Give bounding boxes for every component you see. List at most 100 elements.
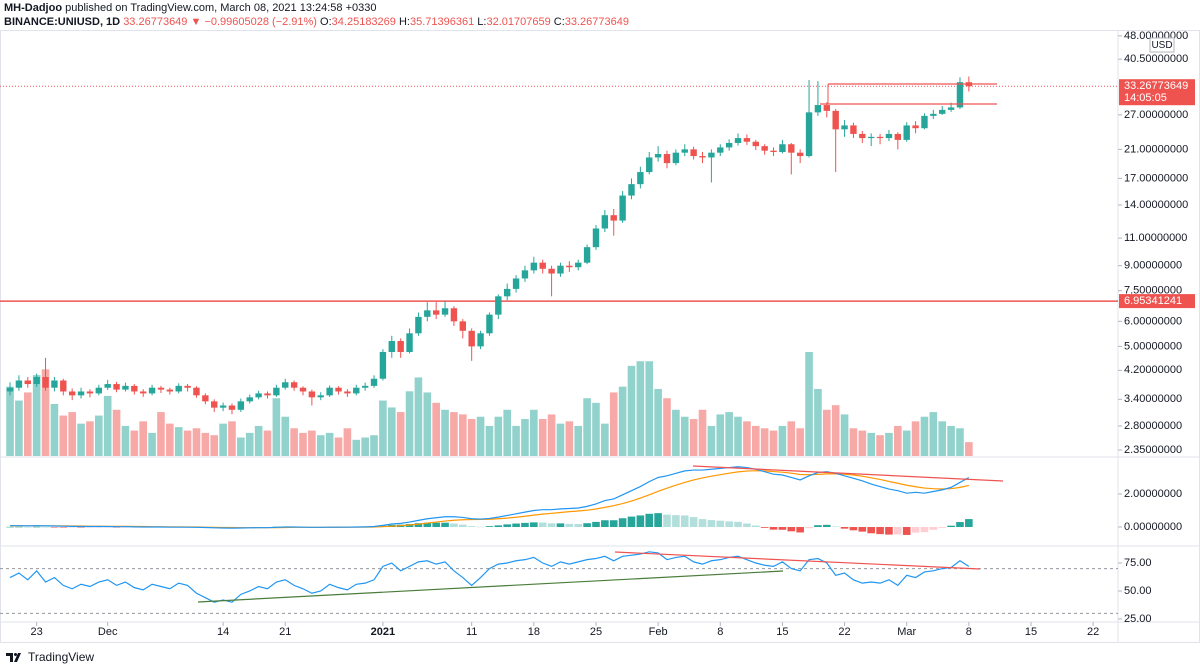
macd-histogram: [858, 527, 867, 532]
candle-body: [770, 150, 777, 153]
candle-body: [24, 380, 31, 385]
candle-body: [42, 377, 49, 388]
macd-histogram: [68, 527, 76, 528]
x-tick-label: 15: [776, 626, 788, 638]
volume-bar: [281, 416, 290, 456]
volume-bar: [672, 409, 680, 456]
macd-histogram: [654, 513, 662, 528]
candle-body: [583, 247, 591, 263]
y-tick-label: 17.00000000: [1124, 172, 1188, 184]
candle-body: [867, 136, 875, 139]
volume-bar: [272, 398, 281, 456]
last: 33.26773649: [123, 16, 188, 28]
candle-body: [796, 152, 804, 157]
macd-histogram: [565, 523, 574, 528]
macd-histogram: [751, 525, 760, 528]
y-tick-label: 3.40000000: [1124, 393, 1182, 405]
macd-histogram: [823, 524, 831, 528]
y-tick-label: 27.00000000: [1124, 109, 1188, 121]
volume-bar: [245, 432, 254, 456]
candle-body: [388, 340, 395, 352]
volume-bar: [902, 430, 911, 456]
candle-body: [672, 152, 680, 164]
candle-body: [299, 387, 307, 392]
candle-body: [761, 146, 768, 151]
macd-histogram: [583, 523, 591, 528]
candle-body: [246, 397, 253, 402]
volume-bar: [228, 421, 236, 456]
candle-body: [885, 133, 893, 139]
volume-bar: [361, 437, 369, 456]
candle-body: [77, 391, 85, 396]
candle-body: [894, 133, 902, 140]
candle-body: [211, 401, 218, 408]
volume-bar: [707, 425, 716, 456]
countdown: 14:05:05: [1124, 92, 1167, 104]
volume-bar: [965, 442, 973, 456]
macd-histogram: [450, 523, 458, 528]
volume-bar: [476, 416, 485, 456]
volume-bar: [23, 392, 32, 456]
candle-body: [601, 215, 609, 229]
macd-histogram: [547, 523, 556, 528]
volume-bar: [680, 416, 689, 456]
candle-body: [805, 112, 813, 157]
candle-body: [690, 149, 697, 157]
candle-body: [832, 110, 839, 130]
candle-body: [228, 405, 236, 410]
y-tick-label: 6.00000000: [1124, 315, 1182, 327]
macd-histogram: [32, 526, 41, 528]
candle-body: [432, 310, 440, 315]
candle-body: [193, 387, 200, 396]
volume-bar: [15, 400, 23, 456]
volume-bar: [396, 412, 405, 456]
candle-body: [379, 351, 387, 379]
volume-bar: [574, 425, 583, 456]
h-value: 35.71396361: [409, 16, 475, 28]
candle-body: [850, 125, 857, 134]
macd-histogram: [769, 527, 778, 530]
candle-body: [104, 384, 111, 388]
candle-body: [788, 144, 795, 153]
macd-histogram: [23, 527, 32, 528]
macd-histogram: [485, 526, 494, 528]
macd-histogram: [441, 522, 449, 528]
volume-bar: [876, 435, 884, 456]
macd-histogram: [476, 526, 485, 528]
currency: USD: [1151, 40, 1172, 51]
volume-bar: [139, 421, 148, 456]
macd-histogram: [414, 523, 423, 528]
x-tick-label: 22: [1087, 626, 1099, 638]
candle-body: [654, 154, 662, 158]
level-label: 6.95341241: [1124, 295, 1182, 307]
last-price-box: [1119, 79, 1195, 106]
y-tick-label: 2.00000000: [1124, 488, 1182, 500]
candle-body: [184, 385, 191, 388]
volume-bar: [618, 386, 627, 456]
volume-bar: [796, 428, 804, 456]
candle-body: [157, 387, 165, 390]
volume-bar: [858, 430, 867, 456]
macd-histogram: [680, 515, 689, 528]
volume-bar: [831, 405, 840, 456]
y-tick-label: 11.00000000: [1124, 232, 1187, 244]
volume-bar: [627, 365, 636, 456]
x-tick-label: Dec: [98, 626, 118, 638]
volume-bar: [414, 377, 423, 456]
y-tick-label: 50.00: [1124, 585, 1152, 597]
volume-bar: [68, 412, 76, 456]
volume-bar: [183, 430, 192, 456]
volume-bar: [911, 421, 920, 456]
candle-body: [486, 314, 493, 334]
candle-body: [566, 265, 573, 268]
macd-histogram: [698, 519, 707, 528]
x-tick-label: 25: [590, 626, 602, 638]
x-tick-label: 21: [279, 626, 291, 638]
volume-bar: [929, 412, 938, 456]
candle-body: [15, 380, 23, 388]
y-tick-label: 2.35000000: [1124, 444, 1182, 456]
candle-body: [619, 195, 626, 221]
candle-body: [876, 136, 884, 139]
candle-body: [51, 380, 58, 388]
volume-bar: [947, 425, 955, 456]
